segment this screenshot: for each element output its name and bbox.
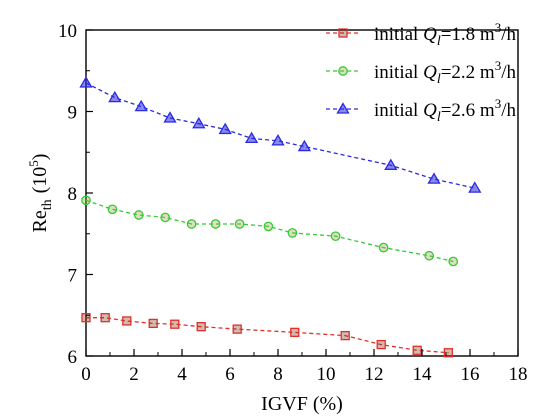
data-point <box>297 139 312 152</box>
series-3 <box>79 76 482 193</box>
data-point <box>376 339 386 350</box>
series-line <box>85 199 454 263</box>
data-point <box>133 210 144 220</box>
x-tick-label: 12 <box>365 364 384 385</box>
data-point <box>244 131 259 144</box>
y-axis-title-close: ) <box>29 154 51 161</box>
y-tick-label: 10 <box>58 21 77 42</box>
svg-text:Reth(105): Reth (105) <box>26 154 55 233</box>
y-axis-title-sub: th <box>40 199 55 210</box>
legend: initial Ql=1.8 m3/h initial Ql=2.2 m3/h in… <box>326 20 516 125</box>
legend-item: initial Ql=1.8 m3/h <box>326 20 516 49</box>
data-point <box>378 242 389 253</box>
data-point <box>232 324 242 334</box>
data-point <box>186 219 197 229</box>
data-point <box>263 221 274 232</box>
data-point <box>412 345 422 355</box>
data-point <box>218 122 232 135</box>
legend-label: initial Ql=2.6 m3/h <box>374 96 516 125</box>
data-point <box>384 158 398 170</box>
series-2 <box>81 195 459 267</box>
x-tick-label: 18 <box>509 364 528 385</box>
data-point <box>196 322 206 332</box>
y-axis-title-main: Re <box>29 210 51 232</box>
data-point <box>81 313 91 323</box>
x-tick-label: 4 <box>177 364 187 385</box>
data-point <box>210 219 221 229</box>
data-point <box>108 90 122 103</box>
axis-layer: 0 2 4 6 8 10 12 14 16 18 6 7 8 9 10 <box>58 21 528 385</box>
y-tick-label: 9 <box>68 103 78 124</box>
legend-item: initial Ql=2.2 m3/h <box>326 58 516 87</box>
data-point <box>448 256 459 267</box>
data-point <box>340 330 350 341</box>
data-point <box>443 348 454 358</box>
x-tick-label: 2 <box>129 364 139 385</box>
data-point <box>468 181 482 193</box>
data-point <box>170 319 180 329</box>
legend-marker <box>336 102 350 114</box>
legend-marker <box>338 28 348 38</box>
data-point <box>134 99 148 112</box>
x-tick-label: 8 <box>273 364 283 385</box>
x-axis-title: IGVF (%) <box>261 393 343 415</box>
x-tick-label: 0 <box>81 364 91 385</box>
x-tick-label: 14 <box>413 364 433 385</box>
data-point <box>271 134 285 146</box>
x-tick-label: 16 <box>461 364 480 385</box>
data-point <box>234 219 245 229</box>
data-point <box>427 172 441 184</box>
legend-label: initial Ql=2.2 m3/h <box>374 58 516 87</box>
series-layer <box>79 76 482 358</box>
series-line <box>85 82 475 189</box>
data-point <box>122 316 132 326</box>
y-axis-title: Reth (105) <box>26 154 55 233</box>
data-point <box>330 231 341 242</box>
data-point <box>100 313 110 323</box>
data-point <box>148 318 158 329</box>
data-point <box>107 204 118 215</box>
x-tick-label: 10 <box>317 364 336 385</box>
y-axis-title-paren: (10 <box>29 167 51 194</box>
legend-item: initial Ql=2.6 m3/h <box>326 96 516 125</box>
y-tick-label: 6 <box>68 347 78 368</box>
series-1 <box>81 313 454 358</box>
legend-label: initial Ql=1.8 m3/h <box>374 20 516 49</box>
data-point <box>287 228 298 238</box>
legend-marker <box>338 66 348 76</box>
y-tick-label: 7 <box>68 266 78 287</box>
x-tick-label: 6 <box>225 364 235 385</box>
data-point <box>424 250 435 261</box>
data-point <box>290 327 300 338</box>
y-tick-label: 8 <box>68 184 78 205</box>
data-point <box>79 76 93 88</box>
y-axis-title-exp: 5 <box>26 160 41 167</box>
data-point <box>160 212 171 223</box>
data-point <box>192 116 206 129</box>
data-point <box>81 195 91 206</box>
series-line <box>86 317 449 354</box>
data-point <box>163 111 177 123</box>
